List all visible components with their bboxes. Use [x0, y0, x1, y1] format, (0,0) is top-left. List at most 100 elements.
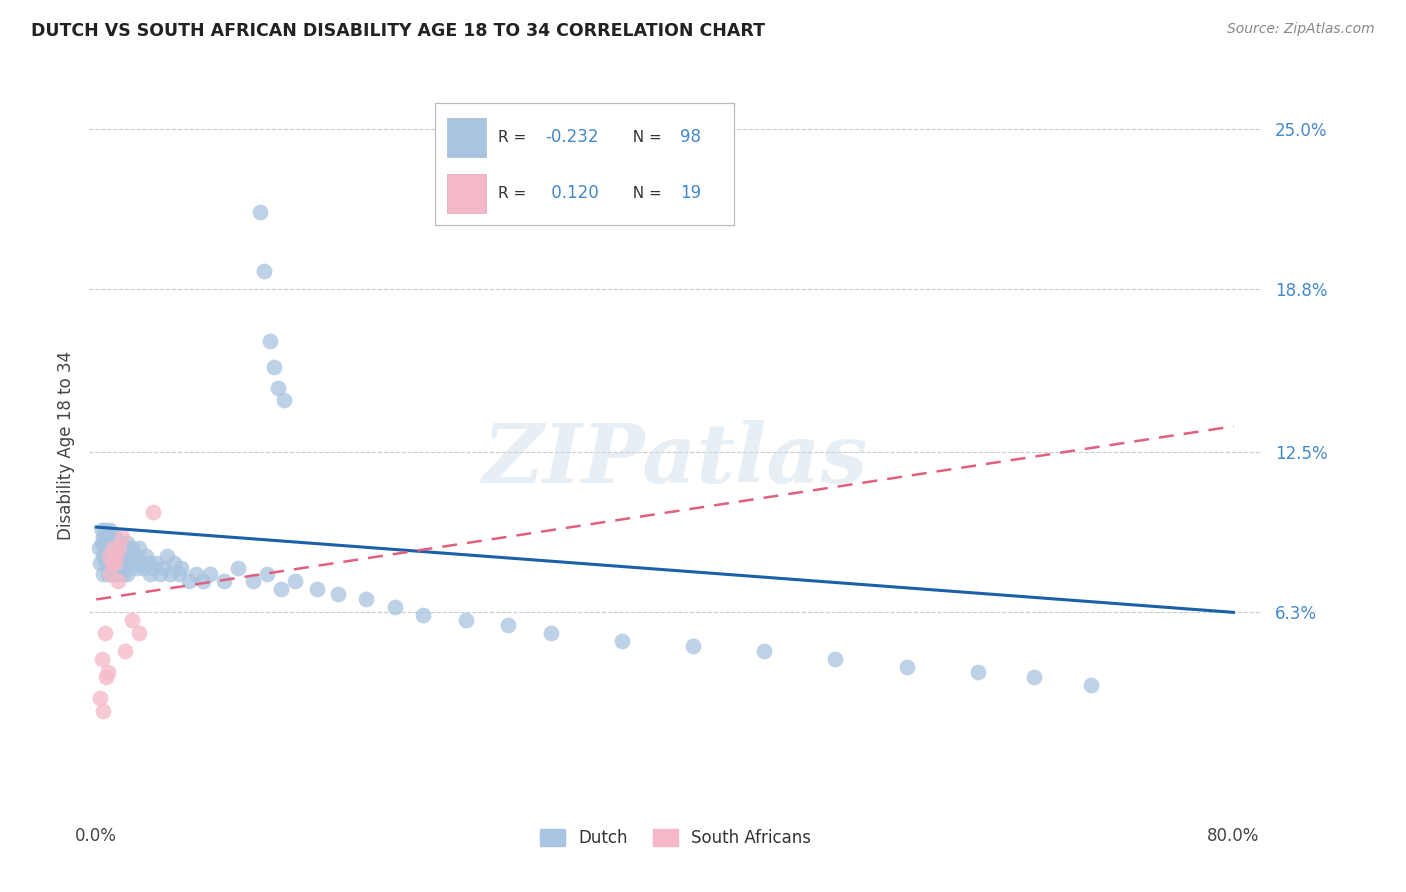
Point [96, 566, 118, 581]
Point [87, 541, 110, 555]
Point [103, 556, 125, 570]
Point [104, 549, 127, 563]
Point [107, 535, 129, 549]
Point [94, 549, 117, 563]
Point [101, 556, 124, 570]
Point [121, 613, 143, 627]
Point [103, 541, 125, 555]
Point [101, 566, 124, 581]
Y-axis label: Disability Age 18 to 34: Disability Age 18 to 34 [58, 351, 75, 541]
Point [91, 530, 114, 544]
Point [228, 561, 250, 575]
Point [170, 561, 193, 575]
Point [198, 566, 221, 581]
Text: Source: ZipAtlas.com: Source: ZipAtlas.com [1227, 22, 1375, 37]
Point [117, 566, 139, 581]
Point [1080, 678, 1102, 692]
Point [114, 556, 136, 570]
Point [145, 556, 167, 570]
Point [159, 566, 181, 581]
Point [98, 561, 121, 575]
Point [132, 561, 155, 575]
Point [104, 530, 127, 544]
Point [104, 556, 127, 570]
Point [90, 535, 112, 549]
Point [98, 549, 121, 563]
Point [131, 556, 153, 570]
Point [107, 549, 129, 563]
Point [177, 574, 200, 589]
Point [128, 541, 150, 555]
Point [305, 582, 328, 596]
Point [326, 587, 349, 601]
Point [90, 523, 112, 537]
Text: DUTCH VS SOUTH AFRICAN DISABILITY AGE 18 TO 34 CORRELATION CHART: DUTCH VS SOUTH AFRICAN DISABILITY AGE 18… [31, 22, 765, 40]
Point [682, 639, 704, 653]
Point [108, 549, 131, 563]
Point [127, 556, 149, 570]
Point [111, 549, 134, 563]
Text: ZIPatlas: ZIPatlas [482, 420, 869, 500]
Point [114, 644, 136, 658]
Point [103, 541, 125, 555]
Point [93, 626, 115, 640]
Point [98, 541, 121, 555]
Point [498, 618, 520, 632]
Point [267, 380, 290, 394]
Point [115, 549, 138, 563]
Point [110, 556, 132, 570]
Point [94, 535, 117, 549]
Point [156, 549, 179, 563]
Point [384, 600, 406, 615]
Point [93, 523, 115, 537]
Point [89, 556, 111, 570]
Point [184, 566, 207, 581]
Point [100, 535, 122, 549]
Point [120, 549, 142, 563]
Point [91, 549, 114, 563]
Point [966, 665, 988, 679]
Point [163, 556, 186, 570]
Point [142, 505, 165, 519]
Point [284, 574, 307, 589]
Point [111, 535, 134, 549]
Point [105, 541, 128, 555]
Point [1024, 670, 1046, 684]
Point [356, 592, 378, 607]
Point [94, 670, 117, 684]
Point [139, 566, 162, 581]
Point [191, 574, 214, 589]
Point [118, 556, 141, 570]
Point [540, 626, 562, 640]
Point [149, 566, 172, 581]
Point [105, 566, 128, 581]
Legend: Dutch, South Africans: Dutch, South Africans [533, 822, 818, 854]
Point [98, 549, 121, 563]
Point [112, 566, 135, 581]
Point [612, 633, 634, 648]
Point [124, 549, 146, 563]
Point [107, 556, 129, 570]
Point [242, 574, 264, 589]
Point [754, 644, 776, 658]
Point [110, 541, 132, 555]
Point [114, 541, 136, 555]
Point [93, 541, 115, 555]
Point [142, 561, 165, 575]
Point [270, 582, 292, 596]
Point [896, 659, 918, 673]
Point [212, 574, 235, 589]
Point [89, 690, 111, 705]
Point [91, 704, 114, 718]
Point [249, 204, 271, 219]
Point [100, 566, 122, 581]
Point [273, 393, 295, 408]
Point [153, 561, 176, 575]
Point [111, 530, 134, 544]
Point [135, 549, 157, 563]
Point [454, 613, 477, 627]
Point [96, 530, 118, 544]
Point [117, 535, 139, 549]
Point [256, 566, 278, 581]
Point [101, 549, 124, 563]
